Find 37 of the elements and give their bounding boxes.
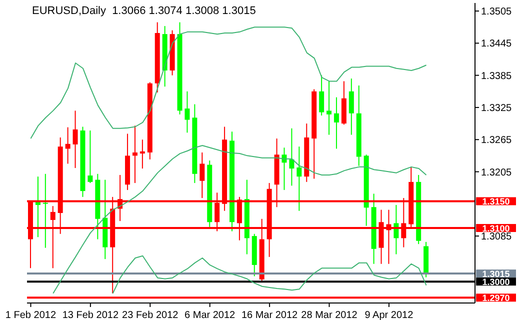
y-tick-label: 1.3265	[481, 135, 512, 146]
y-tick-label: 1.3085	[481, 232, 512, 243]
x-tick-label: 9 Apr 2012	[364, 310, 414, 320]
x-tick-label: 16 Mar 2012	[241, 310, 298, 320]
candlestick	[319, 74, 324, 116]
x-tick-label: 1 Feb 2012	[5, 310, 56, 320]
candlestick	[65, 126, 70, 164]
y-tick-label: 1.3445	[481, 38, 512, 50]
ref-line-label: 1.2970	[482, 292, 510, 303]
x-tick-label: 23 Feb 2012	[122, 310, 179, 320]
line-series	[112, 255, 427, 294]
chart-title: EURUSD,Daily 1.3066 1.3074 1.3008 1.3015	[32, 5, 256, 17]
candlestick	[184, 90, 190, 134]
line-series	[52, 145, 427, 294]
ref-line-label: 1.3100	[482, 223, 510, 234]
candlestick	[72, 110, 78, 168]
line-series	[30, 26, 427, 140]
y-tick-label: 1.3205	[481, 167, 512, 178]
x-tick-label: 28 Mar 2012	[301, 310, 358, 320]
x-tick-label: 13 Feb 2012	[62, 310, 119, 320]
y-tick-label: 1.3385	[481, 70, 512, 82]
y-tick-label: 1.3505	[481, 6, 512, 18]
ref-line-label: 1.3000	[482, 276, 510, 287]
x-tick-label: 6 Mar 2012	[184, 310, 236, 320]
candlestick	[88, 130, 93, 184]
candlestick	[42, 173, 48, 248]
candlestick	[348, 78, 354, 136]
candlestick	[326, 80, 332, 136]
candlestick	[140, 139, 145, 170]
candlestick	[296, 146, 302, 212]
ref-line-label: 1.3015	[482, 268, 510, 279]
candlestick	[200, 152, 205, 198]
y-tick-label: 1.3325	[481, 103, 512, 114]
ref-line-label: 1.3150	[482, 196, 510, 207]
candlestick	[289, 128, 294, 186]
candlestick	[334, 96, 339, 150]
candlestick	[132, 125, 138, 184]
